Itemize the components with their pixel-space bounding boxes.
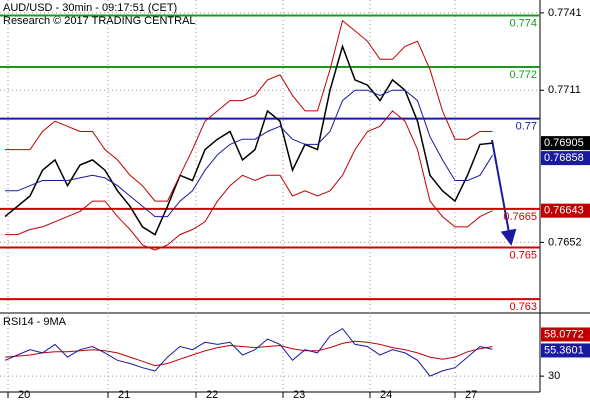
value-box (541, 327, 590, 342)
x-tick-label: 24 (380, 389, 392, 400)
chart-subtitle: Research © 2017 TRADING CENTRAL (3, 15, 196, 27)
level-label: 0.772 (509, 69, 537, 81)
value-box-label: 58.0772 (544, 328, 584, 340)
value-box-label: 0.76643 (544, 205, 584, 217)
forecast-arrow (491, 139, 517, 246)
x-tick-label: 21 (118, 389, 130, 400)
value-box-label: 0.76858 (544, 152, 584, 164)
value-box (541, 151, 590, 166)
x-tick-label: 23 (293, 389, 305, 400)
level-label: 0.763 (509, 301, 537, 313)
y-tick-label: 30 (548, 370, 560, 382)
series-line (4, 327, 493, 377)
level-label: 0.765 (509, 249, 537, 261)
value-box (541, 136, 590, 151)
series-line (5, 89, 493, 218)
rsi-title: RSI14 - 9MA (3, 316, 67, 328)
level-label: 0.77 (516, 121, 537, 133)
value-box (541, 203, 590, 218)
level-label: 0.7665 (503, 211, 537, 223)
y-tick-label: 0.7741 (548, 7, 582, 19)
y-tick-label: 0.7652 (548, 236, 582, 248)
y-tick-label: 0.7711 (548, 84, 581, 96)
series-line (4, 43, 493, 236)
value-box (541, 343, 590, 358)
x-tick-label: 27 (465, 389, 477, 400)
series-line (5, 110, 493, 251)
x-tick-label: 22 (206, 389, 218, 400)
series-line (5, 19, 493, 202)
x-tick-label: 20 (18, 389, 30, 400)
chart-title: AUD/USD - 30min - 09:17:51 (CET) (3, 2, 177, 14)
value-box-label: 55.3601 (544, 344, 584, 356)
level-label: 0.774 (509, 17, 537, 29)
series-line (4, 340, 493, 367)
value-box-label: 0.76905 (544, 137, 584, 149)
